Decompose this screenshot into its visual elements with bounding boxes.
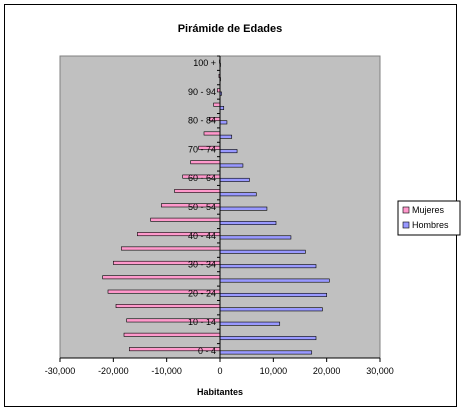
bar-hombres-40-44 [219, 235, 292, 240]
category-label: 60 - 64 [188, 173, 216, 183]
bar-mujeres-35-39 [121, 246, 221, 251]
bar-hombres-35-39 [219, 249, 306, 254]
bar-hombres-15-19 [219, 307, 323, 312]
category-label: 40 - 44 [188, 231, 216, 241]
legend-label-mujeres: Mujeres [412, 205, 445, 215]
legend-box [397, 200, 461, 236]
bar-hombres-60-64 [219, 177, 250, 182]
category-labels: 0 - 4 10 - 14 20 - 24 30 - 34 40 - 44 50 - 54… [188, 58, 216, 356]
bar-mujeres-5-9 [123, 332, 221, 337]
bar-hombres-50-54 [219, 206, 268, 211]
x-tick-label: 20,000 [313, 366, 341, 376]
legend-swatch-mujeres [402, 206, 410, 214]
category-label: 90 - 94 [188, 87, 216, 97]
x-axis-title: Habitantes [197, 387, 243, 397]
bar-hombres-10-14 [219, 321, 281, 326]
bar-hombres-55-59 [219, 192, 257, 197]
x-axis: -30,000 -20,000 -10,000 0 10,000 20,000 30,000 [45, 357, 394, 376]
bar-hombres-85-89 [219, 106, 225, 110]
bars-group [102, 55, 330, 359]
category-label: 0 - 4 [198, 346, 216, 356]
bar-hombres-45-49 [219, 221, 277, 225]
category-label: 20 - 24 [188, 288, 216, 298]
legend-label-hombres: Hombres [412, 220, 449, 230]
bar-mujeres-25-29 [102, 275, 221, 280]
bar-mujeres-85-89 [213, 102, 221, 107]
chart-title: Pirámide de Edades [178, 23, 283, 35]
legend-swatch-hombres [402, 221, 410, 229]
bar-mujeres-55-59 [174, 189, 221, 193]
x-tick-label: 30,000 [366, 366, 394, 376]
category-label: 70 - 74 [188, 144, 216, 154]
bar-mujeres-65-69 [190, 160, 221, 165]
x-tick-label: 10,000 [260, 366, 288, 376]
category-label: 80 - 84 [188, 116, 216, 126]
bar-mujeres-75-79 [203, 131, 221, 136]
category-label: 50 - 54 [188, 202, 216, 212]
bar-hombres-20-24 [219, 292, 327, 297]
category-label: 10 - 14 [188, 317, 216, 327]
bar-hombres-80-84 [219, 120, 228, 125]
bar-hombres-70-74 [219, 149, 238, 154]
category-label: 30 - 34 [188, 260, 216, 270]
bar-hombres-30-34 [219, 264, 317, 269]
category-label: 100 + [193, 58, 216, 68]
x-tick-label: -10,000 [151, 366, 182, 376]
bar-hombres-75-79 [219, 134, 233, 139]
bar-mujeres-45-49 [150, 217, 221, 222]
bar-hombres-5-9 [219, 336, 317, 341]
x-tick-label: 0 [217, 366, 222, 376]
bar-mujeres-15-19 [115, 304, 221, 308]
legend: Mujeres Hombres [397, 200, 461, 236]
x-tick-label: -30,000 [45, 366, 76, 376]
bar-hombres-25-29 [219, 278, 330, 283]
bar-hombres-0-4 [219, 350, 313, 355]
x-tick-label: -20,000 [98, 366, 129, 376]
bar-hombres-65-69 [219, 163, 244, 168]
